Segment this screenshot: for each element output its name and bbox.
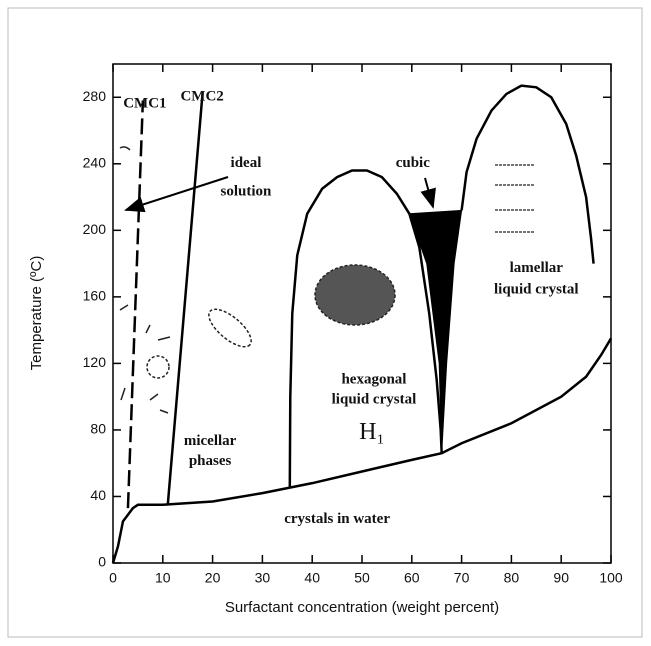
- phase-boundary: [111, 337, 613, 564]
- y-tick-label: 0: [98, 554, 106, 570]
- x-tick-label: 70: [454, 570, 470, 586]
- annotation: hexagonal: [341, 371, 406, 387]
- annotation: liquid crystal: [494, 282, 579, 298]
- phase-boundary: [166, 92, 204, 505]
- arrow: [420, 177, 436, 209]
- x-tick-label: 60: [404, 570, 420, 586]
- annotation: solution: [221, 184, 273, 200]
- x-tick-label: 90: [553, 570, 569, 586]
- annotation: H₁: [359, 419, 385, 445]
- x-tick-label: 100: [599, 570, 623, 586]
- x-tick-label: 20: [205, 570, 221, 586]
- y-tick-label: 200: [83, 221, 107, 237]
- x-tick-label: 40: [304, 570, 320, 586]
- x-tick-label: 50: [354, 570, 370, 586]
- y-tick-label: 160: [83, 288, 107, 304]
- phase-boundary: [126, 100, 145, 509]
- annotation: cubic: [396, 155, 431, 171]
- annotation: CMC1: [123, 95, 166, 111]
- x-axis-label: Surfactant concentration (weight percent…: [225, 599, 499, 616]
- y-tick-label: 80: [90, 421, 106, 437]
- annotation: crystals in water: [284, 511, 390, 527]
- x-tick-label: 10: [155, 570, 171, 586]
- y-tick-label: 280: [83, 88, 107, 104]
- y-tick-label: 120: [83, 354, 107, 370]
- x-tick-label: 80: [504, 570, 520, 586]
- x-tick-label: 0: [109, 570, 117, 586]
- phase-boundary: [460, 84, 595, 264]
- y-tick-label: 40: [90, 487, 106, 503]
- decoration: [119, 146, 535, 414]
- page-border: [7, 7, 643, 638]
- arrow: [124, 176, 229, 213]
- y-axis-label: Temperature (ºC): [28, 256, 45, 371]
- annotation: liquid crystal: [332, 391, 417, 407]
- phase-region: [408, 209, 463, 454]
- annotation: micellar: [184, 433, 237, 449]
- annotation: phases: [189, 453, 232, 469]
- y-tick-label: 240: [83, 155, 107, 171]
- annotation: ideal: [231, 155, 262, 171]
- phase-boundary: [288, 169, 443, 489]
- annotation: lamellar: [510, 260, 564, 276]
- annotation: CMC2: [180, 89, 223, 105]
- x-tick-label: 30: [255, 570, 271, 586]
